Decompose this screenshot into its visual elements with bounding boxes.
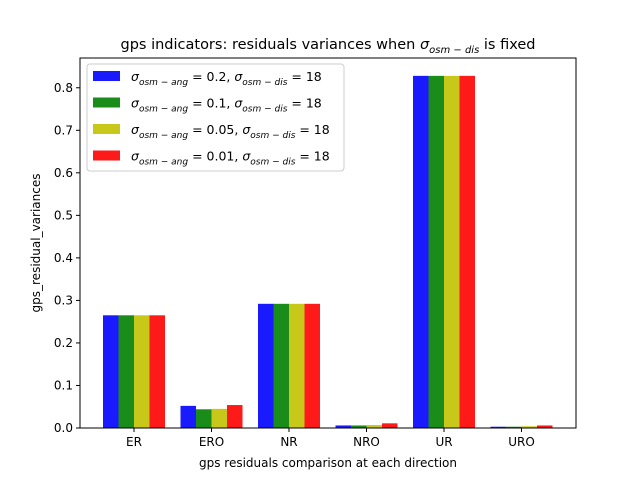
bar-nr-series-1: [258, 303, 274, 428]
plot-frame: [79, 57, 577, 429]
bar-ero-series-2: [196, 409, 212, 428]
x-axis-label: gps residuals comparison at each directi…: [199, 456, 457, 470]
bar-ero-series-4: [227, 405, 243, 428]
bar-uro-series-2: [506, 426, 522, 428]
bar-uro-series-3: [521, 426, 537, 428]
y-axis-label: gps_residual_variances: [29, 174, 43, 313]
bars-group: [103, 75, 553, 429]
legend-swatch-3: [93, 124, 120, 134]
bar-er-series-1: [103, 315, 119, 428]
y-tick-label: 0.1: [54, 378, 73, 392]
bar-nr-series-3: [289, 303, 305, 428]
bar-nro-series-4: [382, 423, 398, 428]
bar-er-series-4: [149, 315, 165, 428]
x-tick-label: ERO: [199, 435, 224, 449]
bar-ero-series-3: [211, 408, 227, 428]
bar-nr-series-2: [273, 303, 289, 428]
chart-title-subscript: osm − dis: [429, 45, 479, 56]
bar-er-series-3: [134, 315, 150, 428]
bar-nro-series-3: [366, 425, 382, 428]
y-tick-label: 0.3: [54, 293, 73, 307]
y-tick-label: 0.5: [54, 208, 73, 222]
x-axis-ticks: ER ERO NR NRO UR URO: [126, 428, 535, 449]
legend-entry-2: σosm − ang = 0.1, σosm − dis = 18: [131, 96, 322, 115]
y-axis-ticks: 0.0 0.1 0.2 0.3 0.4 0.5 0.6 0.7 0.8: [54, 81, 80, 435]
x-tick-label: NR: [280, 435, 297, 449]
x-tick-label: UR: [435, 435, 452, 449]
chart-title-sigma: σ: [420, 37, 430, 53]
y-tick-label: 0.7: [54, 123, 73, 137]
y-tick-label: 0.8: [54, 81, 73, 95]
legend-entry-4: σosm − ang = 0.01, σosm − dis = 18: [131, 149, 330, 168]
x-tick-label: URO: [508, 435, 535, 449]
x-tick-label: NRO: [353, 435, 380, 449]
y-tick-label: 0.0: [54, 421, 73, 435]
bar-nro-series-1: [335, 425, 351, 428]
bar-ur-series-3: [444, 75, 460, 429]
y-tick-label: 0.2: [54, 336, 73, 350]
bar-ur-series-4: [459, 75, 475, 429]
bar-nro-series-2: [351, 425, 367, 428]
legend-swatch-2: [93, 97, 120, 108]
chart-title-suffix: is fixed: [479, 37, 535, 53]
legend-swatch-4: [93, 150, 120, 161]
legend-entry-1: σosm − ang = 0.2, σosm − dis = 18: [131, 69, 322, 88]
bar-er-series-2: [118, 315, 134, 428]
bar-ero-series-1: [180, 405, 196, 428]
bar-nr-series-4: [304, 303, 320, 428]
x-tick-label: ER: [126, 435, 142, 449]
bar-ur-series-2: [428, 75, 444, 429]
bar-uro-series-4: [537, 425, 553, 428]
y-tick-label: 0.4: [54, 251, 73, 265]
legend-swatch-1: [93, 71, 120, 81]
bar-uro-series-1: [490, 426, 506, 428]
chart-title-prefix: gps indicators: residuals variances when: [121, 37, 420, 53]
chart-title: gps indicators: residuals variances when…: [121, 37, 536, 56]
legend-entry-3: σosm − ang = 0.05, σosm − dis = 18: [131, 122, 330, 141]
y-tick-label: 0.6: [54, 166, 73, 180]
legend: σosm − ang = 0.2, σosm − dis = 18 σosm − …: [86, 63, 345, 172]
legend-frame: [86, 63, 345, 172]
bar-ur-series-1: [413, 75, 429, 429]
